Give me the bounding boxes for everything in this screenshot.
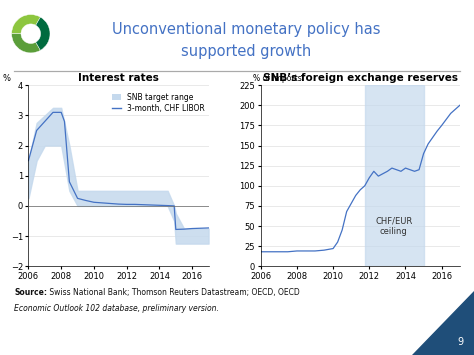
Text: Economic Outlook 102 database, preliminary version.: Economic Outlook 102 database, prelimina… [14,304,219,312]
Text: Source:: Source: [14,288,47,296]
Text: 9: 9 [457,337,464,347]
Text: Unconventional monetary policy has: Unconventional monetary policy has [112,22,381,37]
Text: %: % [2,75,10,83]
Title: SNB’s foreign exchange reserves: SNB’s foreign exchange reserves [263,73,458,83]
Polygon shape [412,291,474,355]
Bar [365,85,424,266]
Text: % of imports: % of imports [253,75,301,83]
Title: Interest rates: Interest rates [78,73,159,83]
Wedge shape [11,34,40,53]
Legend: SNB target range, 3-month, CHF LIBOR: SNB target range, 3-month, CHF LIBOR [112,93,205,113]
Text: CHF/EUR
ceiling: CHF/EUR ceiling [375,216,412,236]
Wedge shape [11,15,40,34]
Wedge shape [36,17,50,50]
Text: Swiss National Bank; Thomson Reuters Datastream; OECD, OECD: Swiss National Bank; Thomson Reuters Dat… [47,288,300,296]
Text: supported growth: supported growth [182,44,311,59]
